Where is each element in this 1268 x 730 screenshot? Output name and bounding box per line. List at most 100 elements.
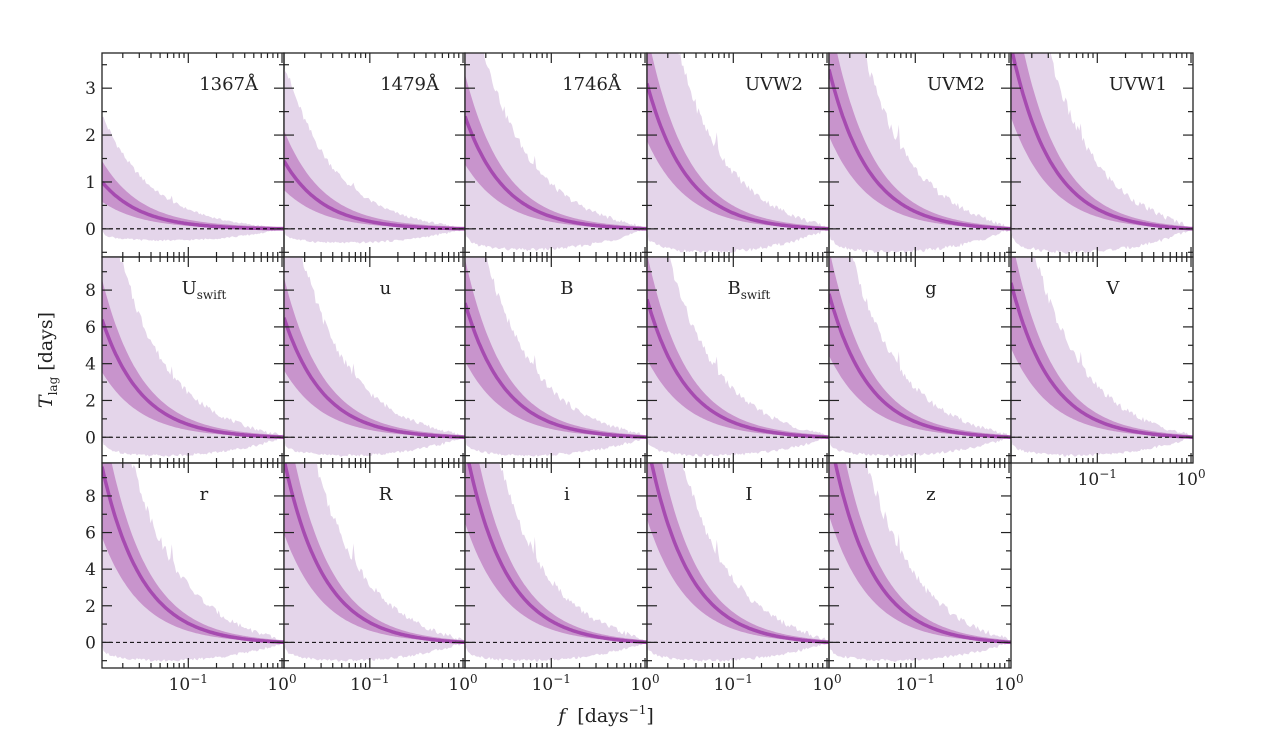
panel-label-main: V bbox=[1105, 278, 1120, 299]
median-line bbox=[1011, 53, 1193, 231]
band-inner bbox=[465, 463, 647, 643]
band-inner bbox=[102, 160, 284, 229]
x-tick-label-exp: 0 bbox=[834, 672, 842, 686]
y-tick-label: 0 bbox=[85, 428, 96, 448]
band-outer bbox=[1011, 53, 1193, 254]
x-tick-label-exp: 0 bbox=[470, 672, 478, 686]
y-tick-label: 2 bbox=[85, 126, 96, 146]
panel-label-main: u bbox=[380, 278, 392, 299]
y-tick-label: 2 bbox=[85, 391, 96, 411]
median-line bbox=[647, 298, 829, 440]
band-inner bbox=[102, 463, 284, 643]
band-outer bbox=[829, 463, 1011, 662]
panel-label: UVM2 bbox=[927, 74, 985, 95]
median-line bbox=[467, 463, 647, 645]
panel-label: i bbox=[564, 484, 570, 505]
x-tick-label-base: 10 bbox=[1078, 470, 1100, 490]
y-tick-label: 8 bbox=[85, 487, 96, 507]
x-tick-label-base: 10 bbox=[1176, 470, 1198, 490]
y-tick-label: 0 bbox=[85, 220, 96, 240]
panel-plot-area bbox=[465, 463, 647, 662]
y-tick-label: 4 bbox=[85, 355, 96, 375]
band-inner bbox=[102, 279, 284, 438]
x-axis-title-symbol: f bbox=[556, 705, 568, 727]
x-tick-label-exp: 0 bbox=[1198, 467, 1206, 481]
panel-label: R bbox=[379, 484, 393, 505]
x-tick-label: 10−1 bbox=[532, 672, 571, 695]
panel-label-sub: swift bbox=[197, 288, 227, 302]
y-tick-label: 1 bbox=[85, 173, 96, 193]
x-tick-label: 10−1 bbox=[714, 672, 753, 695]
x-tick-label-base: 10 bbox=[630, 675, 652, 695]
panel-label-main: z bbox=[926, 484, 935, 505]
x-tick-label: 100 bbox=[267, 672, 296, 695]
panel-label-main: UVW2 bbox=[745, 74, 803, 95]
panel-plot-area bbox=[284, 463, 465, 662]
panel-plot-area bbox=[102, 463, 284, 662]
panel-label-main: R bbox=[379, 484, 393, 505]
panel-label-main: UVM2 bbox=[927, 74, 985, 95]
band-inner bbox=[647, 463, 829, 643]
panel-label-main: g bbox=[925, 278, 937, 299]
x-tick-label-exp: −1 bbox=[735, 672, 753, 686]
panel-label: 1746Å bbox=[562, 73, 622, 95]
median-line bbox=[833, 463, 1011, 645]
median-line bbox=[102, 180, 284, 231]
x-tick-label-exp: −1 bbox=[917, 672, 935, 686]
band-outer bbox=[284, 463, 465, 662]
panel-label-main: 1479Å bbox=[380, 73, 440, 95]
panel-label-main: 1367Å bbox=[199, 73, 259, 95]
panel-frame bbox=[828, 462, 1012, 669]
y-tick-label: 0 bbox=[85, 633, 96, 653]
band-inner bbox=[1011, 257, 1193, 438]
panel-label: V bbox=[1105, 278, 1120, 299]
median-line bbox=[465, 115, 647, 231]
band-inner bbox=[465, 74, 647, 229]
panel-plot-area bbox=[829, 53, 1011, 254]
x-tick-label: 100 bbox=[1176, 467, 1205, 490]
x-tick-label: 100 bbox=[448, 672, 477, 695]
y-axis-title: Tlag [days] bbox=[35, 312, 60, 408]
panel-label: z bbox=[926, 484, 935, 505]
x-tick-label-base: 10 bbox=[714, 675, 736, 695]
x-tick-label: 100 bbox=[812, 672, 841, 695]
x-tick-label-base: 10 bbox=[350, 675, 372, 695]
panel-plot-area bbox=[284, 257, 465, 457]
panel-plot-area bbox=[1011, 257, 1193, 457]
panel-plot-area bbox=[647, 53, 829, 254]
panel-label: Uswift bbox=[182, 278, 227, 302]
band-outer bbox=[647, 53, 829, 254]
median-line bbox=[829, 293, 1011, 440]
panel-label-main: UVW1 bbox=[1109, 74, 1167, 95]
panel-frame bbox=[1010, 256, 1194, 464]
panel-label: 1479Å bbox=[380, 73, 440, 95]
panel-plot-area bbox=[465, 53, 647, 252]
panel-label-main: U bbox=[182, 278, 197, 299]
x-tick-label-exp: 0 bbox=[289, 672, 297, 686]
band-outer bbox=[465, 463, 647, 662]
panel-plot-area bbox=[829, 257, 1011, 457]
x-tick-label: 100 bbox=[630, 672, 659, 695]
panel-label: Bswift bbox=[728, 278, 771, 302]
band-inner bbox=[284, 130, 465, 229]
x-tick-label-base: 10 bbox=[812, 675, 834, 695]
panel-label: B bbox=[560, 278, 573, 299]
median-line bbox=[1011, 282, 1193, 440]
x-tick-label: 10−1 bbox=[350, 672, 389, 695]
median-line bbox=[284, 317, 465, 440]
x-tick-label: 10−1 bbox=[169, 672, 208, 695]
panel-label: 1367Å bbox=[199, 73, 259, 95]
panel-UVW2: UVW2 bbox=[646, 52, 830, 258]
panel-label-main: B bbox=[560, 278, 573, 299]
panel-label-main: B bbox=[728, 278, 741, 299]
median-line bbox=[284, 159, 465, 231]
panel-label-main: i bbox=[564, 484, 570, 505]
panel-plot-area bbox=[647, 257, 829, 457]
median-line bbox=[829, 68, 1011, 231]
y-tick-label: 6 bbox=[85, 524, 96, 544]
panel-label-main: 1746Å bbox=[562, 73, 622, 95]
panel-label: UVW2 bbox=[745, 74, 803, 95]
x-tick-label-base: 10 bbox=[267, 675, 289, 695]
